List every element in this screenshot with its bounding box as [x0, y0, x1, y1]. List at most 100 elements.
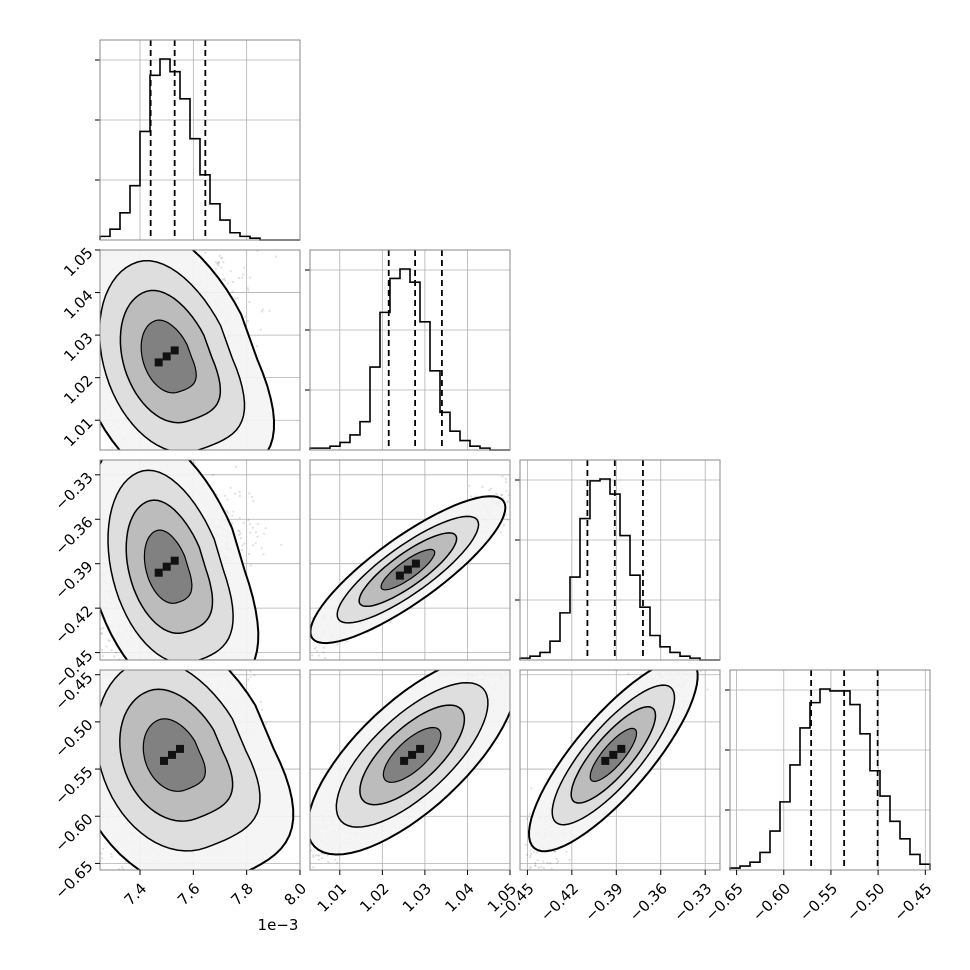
sample-point — [324, 656, 327, 660]
sample-point — [225, 509, 228, 512]
sample-point — [223, 277, 226, 280]
sample-point — [238, 494, 241, 498]
sample-point — [468, 484, 471, 487]
sample-point — [236, 296, 239, 300]
sample-point — [247, 678, 250, 681]
sample-point — [237, 533, 241, 536]
sample-point — [248, 522, 252, 526]
sample-point — [232, 510, 235, 513]
sample-point — [238, 490, 241, 494]
density-peak — [162, 562, 171, 571]
sample-point — [229, 270, 232, 273]
sample-point — [495, 492, 498, 496]
sample-point — [241, 544, 244, 547]
sample-point — [259, 328, 262, 331]
histogram-panel-2 — [515, 459, 721, 661]
sample-point — [474, 495, 477, 498]
histogram-step — [309, 268, 510, 451]
scatter-panel-1-2 — [309, 459, 511, 661]
sample-point — [506, 518, 509, 521]
sample-point — [254, 531, 258, 534]
sample-point — [239, 532, 242, 535]
sample-point — [110, 855, 113, 858]
sample-point — [246, 320, 250, 323]
sample-point — [102, 626, 105, 630]
sample-point — [506, 500, 509, 503]
sample-point — [322, 651, 325, 654]
sample-point — [204, 251, 207, 254]
density-peak — [162, 352, 171, 361]
histogram-step — [729, 688, 931, 870]
panel-frame — [729, 669, 931, 871]
sample-point — [244, 315, 247, 318]
density-peak — [160, 756, 168, 765]
sample-point — [345, 640, 349, 643]
sample-point — [100, 632, 103, 635]
density-peak — [154, 358, 163, 367]
density-peak — [176, 744, 184, 753]
sample-point — [105, 645, 108, 648]
panel-frame — [519, 459, 721, 661]
sample-point — [101, 648, 104, 652]
sample-point — [214, 261, 217, 264]
scatter-panel-0-1 — [99, 249, 301, 451]
sample-point — [247, 289, 250, 292]
sample-point — [243, 542, 246, 545]
sample-point — [252, 499, 255, 502]
sample-point — [216, 262, 219, 265]
sample-point — [234, 297, 237, 300]
sample-point — [264, 527, 267, 530]
sample-point — [231, 514, 234, 517]
sample-point — [507, 494, 510, 497]
panel-frame — [99, 669, 301, 871]
panel-frame — [99, 39, 301, 241]
histogram-panel-0 — [95, 39, 301, 241]
sample-point — [265, 722, 268, 725]
sample-point — [219, 257, 222, 260]
sample-point — [214, 267, 217, 270]
sample-point — [193, 462, 196, 465]
sample-point — [238, 530, 241, 533]
density-peak — [170, 346, 179, 355]
sample-point — [226, 498, 229, 501]
sample-point — [249, 564, 252, 567]
sample-point — [113, 655, 116, 658]
histogram-panel-3 — [725, 669, 931, 871]
sample-point — [111, 446, 114, 449]
sample-point — [253, 674, 256, 677]
sample-point — [505, 481, 508, 484]
panel-frame — [99, 459, 301, 661]
sample-point — [256, 535, 259, 538]
sample-point — [268, 309, 271, 312]
sample-point — [249, 670, 252, 673]
sample-point — [239, 537, 243, 540]
sample-point — [110, 852, 113, 856]
sample-point — [222, 261, 225, 264]
sample-point — [505, 489, 508, 492]
panel-bg — [520, 460, 720, 660]
sample-point — [259, 700, 262, 704]
sample-point — [248, 301, 251, 304]
sample-point — [280, 543, 283, 546]
sample-point — [241, 276, 244, 279]
histogram-step — [99, 58, 300, 241]
sample-point — [242, 273, 245, 276]
sample-point — [101, 857, 104, 860]
sample-point — [260, 708, 264, 712]
sample-point — [261, 308, 264, 311]
sample-point — [501, 475, 504, 478]
sample-point — [100, 852, 103, 855]
sample-point — [237, 277, 241, 280]
sample-point — [249, 276, 252, 279]
sample-point — [262, 553, 265, 556]
sample-point — [315, 646, 318, 649]
sample-point — [249, 675, 252, 679]
sample-point — [246, 287, 249, 290]
sample-point — [237, 529, 240, 532]
sample-point — [248, 552, 251, 556]
sample-point — [251, 526, 254, 529]
sample-point — [108, 639, 111, 643]
sample-point — [221, 256, 224, 259]
sample-point — [311, 654, 314, 657]
